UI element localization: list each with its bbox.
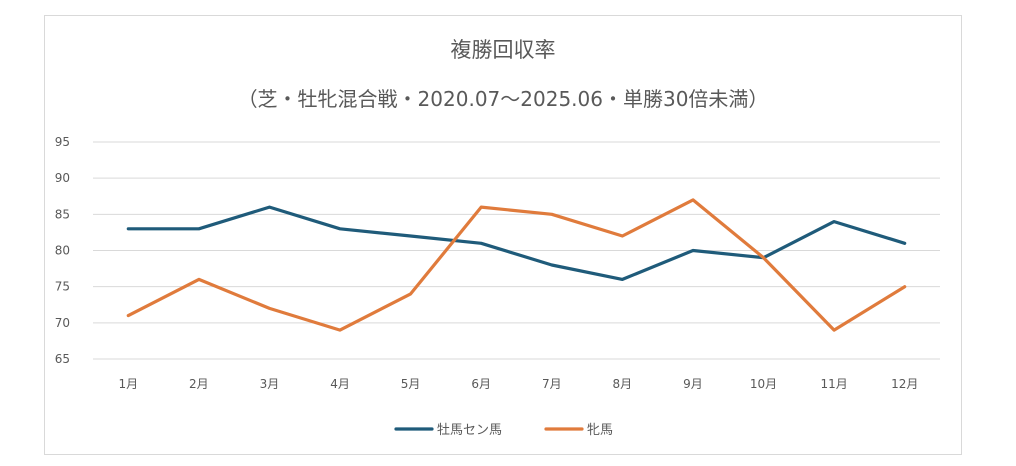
series-line-1 bbox=[126, 205, 907, 281]
y-tick-label: 75 bbox=[55, 280, 70, 294]
legend-label: 牝馬 bbox=[587, 423, 613, 438]
x-tick-label: 9月 bbox=[683, 377, 703, 391]
x-tick-label: 2月 bbox=[189, 377, 209, 391]
y-tick-label: 80 bbox=[55, 244, 70, 258]
x-tick-label: 6月 bbox=[471, 377, 491, 391]
x-tick-label: 3月 bbox=[260, 377, 280, 391]
x-tick-label: 1月 bbox=[118, 377, 138, 391]
x-tick-label: 10月 bbox=[750, 377, 777, 391]
x-tick-label: 4月 bbox=[330, 377, 350, 391]
y-tick-label: 65 bbox=[55, 352, 70, 366]
y-axis: 65 70 75 80 85 90 95 bbox=[55, 135, 70, 366]
y-tick-label: 90 bbox=[55, 171, 70, 185]
y-tick-label: 95 bbox=[55, 135, 70, 149]
x-tick-label: 8月 bbox=[613, 377, 633, 391]
gridlines bbox=[93, 141, 940, 360]
x-tick-label: 11月 bbox=[820, 377, 847, 391]
x-axis: 1月 2月 3月 4月 5月 6月 7月 8月 9月 10月 11月 12月 bbox=[118, 377, 918, 391]
chart-title: 複勝回収率 bbox=[451, 38, 556, 62]
y-tick-label: 85 bbox=[55, 207, 70, 221]
x-tick-label: 5月 bbox=[401, 377, 421, 391]
series-line-2 bbox=[126, 198, 907, 332]
chart-subtitle: （芝・牡牝混合戦・2020.07～2025.06・単勝30倍未満） bbox=[238, 87, 769, 111]
series-lines bbox=[126, 198, 907, 332]
x-tick-label: 7月 bbox=[542, 377, 562, 391]
y-tick-label: 70 bbox=[55, 316, 70, 330]
legend-label: 牡馬セン馬 bbox=[437, 423, 502, 438]
legend: 牡馬セン馬 牝馬 bbox=[394, 423, 613, 438]
x-tick-label: 12月 bbox=[891, 377, 918, 391]
